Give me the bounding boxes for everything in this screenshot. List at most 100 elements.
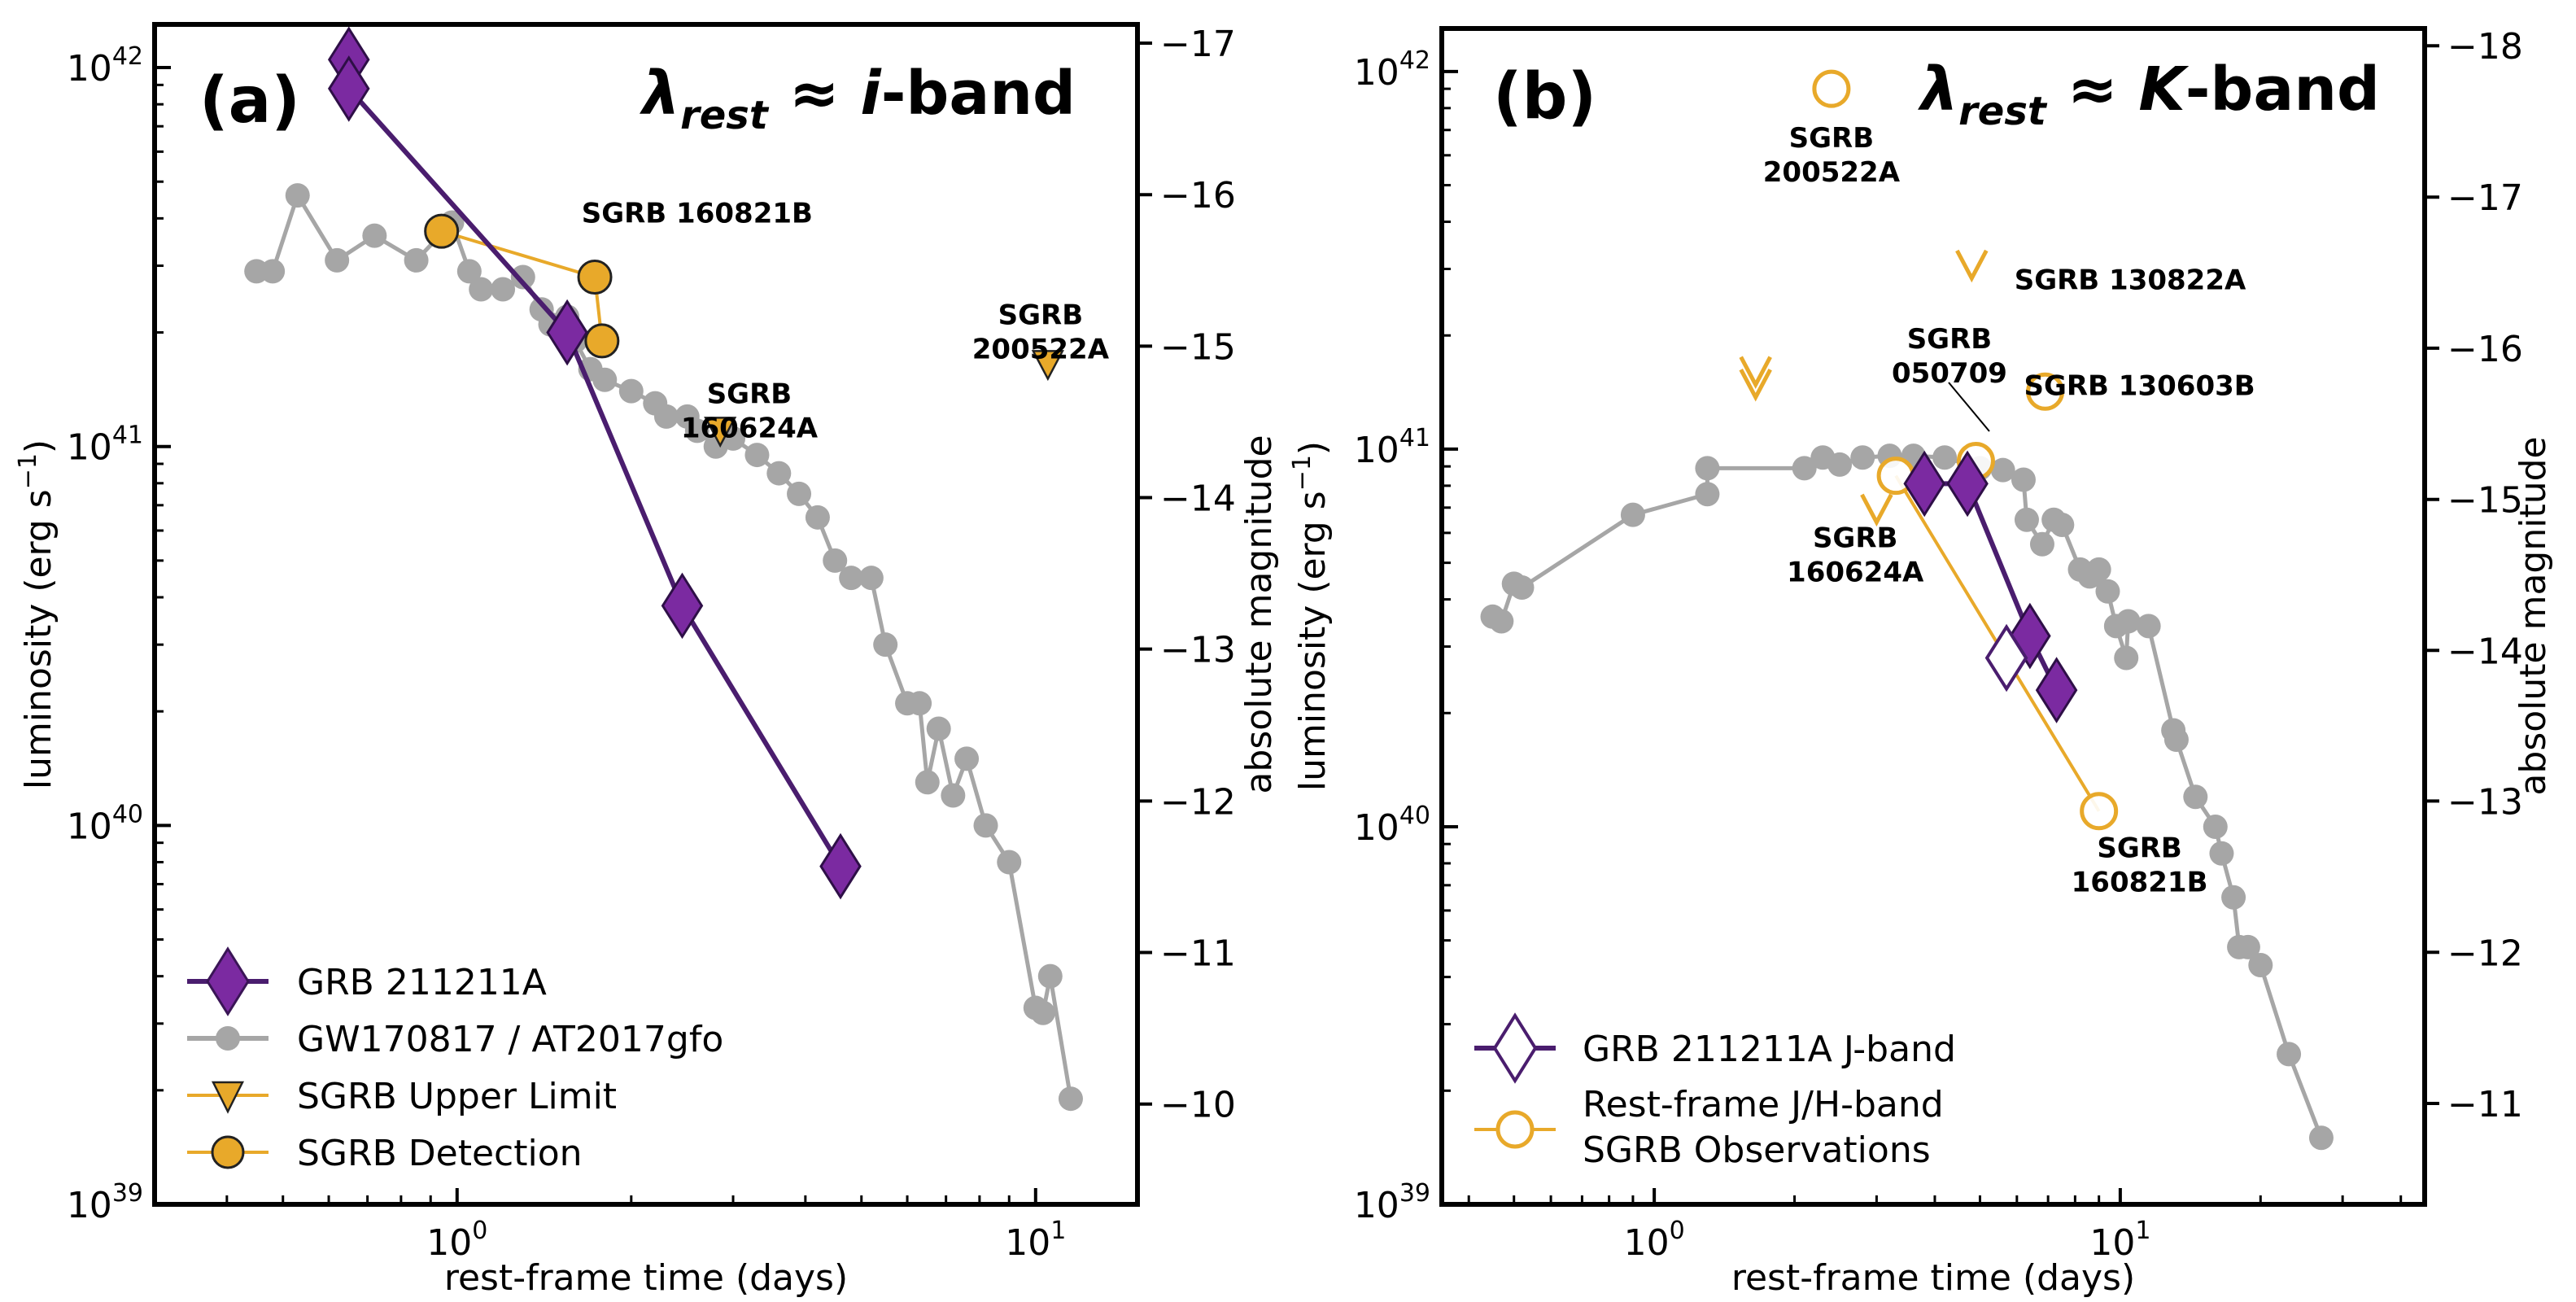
legend-b: GRB 211211A J-band Rest-frame J/H-band S… [1474, 1012, 1956, 1171]
panel-label-b: (b) [1493, 60, 1596, 133]
band-title-b: λrest ≈ K-band [1917, 55, 2380, 134]
gw170817-point [1620, 502, 1645, 527]
gw170817-point [1850, 445, 1875, 470]
legend-circle-icon [216, 1026, 240, 1051]
magnitude-tick-label: −12 [2447, 933, 2523, 974]
svg-text:SGRB Detection: SGRB Detection [297, 1133, 583, 1174]
gw170817-point [1037, 963, 1063, 989]
x-axis-label-b: rest-frame time (days) [1731, 1257, 2135, 1299]
gw170817-point [2183, 784, 2208, 810]
sgrb-upper-limit-point [1739, 369, 1772, 402]
magnitude-tick-label: −15 [1160, 326, 1236, 368]
svg-text:GW170817 / AT2017gfo: GW170817 / AT2017gfo [297, 1019, 723, 1060]
gw170817-point [592, 367, 618, 392]
gw170817-point [766, 461, 792, 486]
magnitude-tick-label: −14 [2447, 631, 2523, 672]
magnitude-tick-label: −13 [1160, 630, 1236, 671]
grb211211a-point [546, 299, 588, 366]
legend-item-sgrb-upper-limit: SGRB Upper Limit [187, 1076, 617, 1117]
grb211211a-point [661, 572, 704, 640]
x-axis-ticks-b: 100 101 [1467, 1188, 2403, 1264]
gw170817-point [1932, 445, 1958, 470]
gw170817-point [2235, 934, 2260, 959]
magnitude-tick-label: −18 [2447, 26, 2523, 68]
magnitude-tick-label: −17 [1160, 24, 1236, 65]
magnitude-tick-label: −15 [2447, 480, 2523, 522]
magnitude-tick-label: −12 [1160, 781, 1236, 823]
panel-label-a: (a) [199, 64, 300, 138]
gw170817-point [915, 770, 940, 795]
y-tick-label: 1042 [67, 42, 143, 90]
gw170817-series-b [1480, 443, 2334, 1151]
gw170817-point [618, 378, 644, 404]
gw170817-point [260, 259, 286, 284]
axes-frame-a [152, 22, 1140, 1207]
x-tick-label: 100 [426, 1217, 487, 1264]
annotation-label: SGRB 200522A [972, 299, 1110, 366]
x-axis-ticks-a: 100 101 [153, 1188, 1066, 1264]
y-tick-label: 1041 [67, 422, 143, 469]
sgrb-upper-limit-point [1031, 350, 1064, 382]
gw170817-point [1792, 456, 1817, 481]
legend-item-grb211211a: GRB 211211A [187, 946, 547, 1016]
gw170817-point [839, 566, 864, 591]
annotation-label: SGRB 130603B [2024, 370, 2255, 403]
y-axis-label-b: luminosity (erg s−1) [1288, 441, 1334, 791]
gw170817-point [926, 716, 951, 741]
gw170817-point [2308, 1125, 2334, 1151]
annotation-label: SGRB 160624A [1787, 522, 1924, 588]
gw170817-point [2209, 841, 2234, 866]
magnitude-axis-ticks-b: −11 −12 −13 −14 −15 −16 −17 −18 [2425, 26, 2523, 1125]
x-tick-label: 100 [1624, 1217, 1685, 1264]
grb211211a-line [1924, 481, 2059, 692]
gw170817-point [2248, 953, 2273, 978]
gw170817-point [858, 566, 884, 591]
legend-diamond-icon [206, 946, 250, 1016]
gw170817-point [1489, 609, 1514, 634]
axes-frame-b [1439, 26, 2427, 1207]
gw170817-point [744, 443, 770, 468]
x-axis-label-a: rest-frame time (days) [444, 1257, 848, 1299]
magnitude-tick-label: −14 [1160, 478, 1236, 520]
sgrb-detection-series-a [424, 213, 620, 359]
gw170817-point [954, 746, 980, 771]
annotation-label: SGRB 160821B [582, 197, 813, 229]
gw170817-point [1695, 482, 1720, 507]
legend-open-diamond-icon [1492, 1012, 1538, 1084]
svg-text:SGRB Observations: SGRB Observations [1583, 1129, 1931, 1171]
band-title-a: λrest ≈ i-band [639, 59, 1076, 138]
gw170817-point [2095, 579, 2120, 604]
gw170817-point [2163, 727, 2189, 753]
gw170817-point [404, 247, 429, 273]
gw170817-point [2029, 531, 2054, 557]
gw170817-point [941, 783, 966, 808]
magnitude-tick-label: −13 [2447, 781, 2523, 823]
gw170817-series-a [244, 183, 1083, 1112]
svg-text:GRB 211211A J-band: GRB 211211A J-band [1583, 1029, 1956, 1070]
sgrb-upper-limit-point [1860, 493, 1893, 527]
annotation-label: SGRB 160821B [2072, 832, 2208, 899]
gw170817-point [1827, 452, 1853, 477]
legend-triangle-icon [211, 1081, 245, 1114]
x-tick-label: 101 [2089, 1217, 2150, 1264]
gw170817-point [2014, 507, 2039, 532]
annotations-a: SGRB 160821B SGRB 160624A SGRB 200522A [582, 197, 1110, 444]
magnitude-tick-label: −16 [2447, 329, 2523, 370]
y-tick-label: 1040 [67, 800, 143, 847]
magnitude-tick-label: −16 [1160, 175, 1236, 216]
y-tick-label: 1042 [1354, 46, 1430, 94]
gw170817-point [684, 418, 709, 443]
annotation-label: SGRB 200522A [1763, 122, 1901, 189]
gw170817-point [2203, 814, 2228, 839]
grb211211a-jband-series-b [1984, 623, 2028, 693]
svg-text:GRB 211211A: GRB 211211A [297, 962, 547, 1003]
gw170817-point [653, 404, 679, 429]
annotation-leader-line-050709 [1948, 382, 1990, 432]
y-tick-label: 1039 [67, 1179, 143, 1226]
grb211211a-point [1946, 450, 1989, 518]
grb211211a-series-a [327, 26, 862, 900]
magnitude-tick-label: −17 [2447, 177, 2523, 219]
gw170817-point [285, 183, 310, 208]
